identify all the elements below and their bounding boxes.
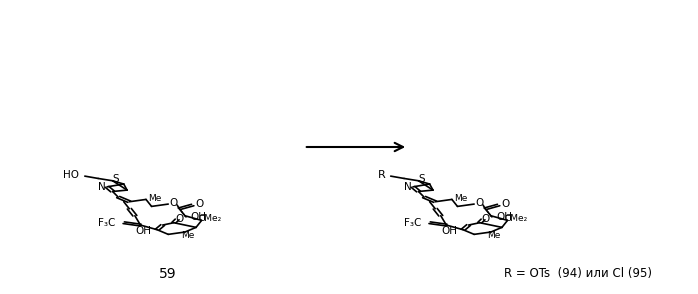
- Text: Me: Me: [487, 231, 501, 240]
- Text: OH: OH: [496, 212, 512, 222]
- Text: N: N: [403, 182, 411, 192]
- Text: S: S: [112, 174, 119, 184]
- Text: N: N: [98, 182, 105, 192]
- Text: F₃C: F₃C: [404, 218, 422, 228]
- Text: Me: Me: [181, 231, 195, 240]
- Text: R: R: [378, 170, 386, 180]
- Text: OH: OH: [191, 212, 207, 222]
- Text: Me: Me: [454, 194, 468, 203]
- Text: Me: Me: [148, 194, 161, 203]
- Text: HO: HO: [64, 170, 80, 180]
- Text: O: O: [501, 199, 510, 209]
- Text: S: S: [419, 174, 425, 184]
- Text: CMe₂: CMe₂: [199, 213, 222, 223]
- Text: OH: OH: [136, 226, 151, 236]
- Text: CMe₂: CMe₂: [505, 213, 528, 223]
- Text: O: O: [175, 214, 184, 224]
- Text: 59: 59: [159, 267, 177, 281]
- Text: O: O: [475, 198, 484, 208]
- Text: O: O: [195, 199, 204, 209]
- Text: O: O: [481, 214, 489, 224]
- Text: F₃C: F₃C: [98, 218, 116, 228]
- Text: OH: OH: [442, 226, 458, 236]
- Text: R = OTs  (94) или Cl (95): R = OTs (94) или Cl (95): [505, 267, 653, 280]
- Text: O: O: [170, 198, 178, 208]
